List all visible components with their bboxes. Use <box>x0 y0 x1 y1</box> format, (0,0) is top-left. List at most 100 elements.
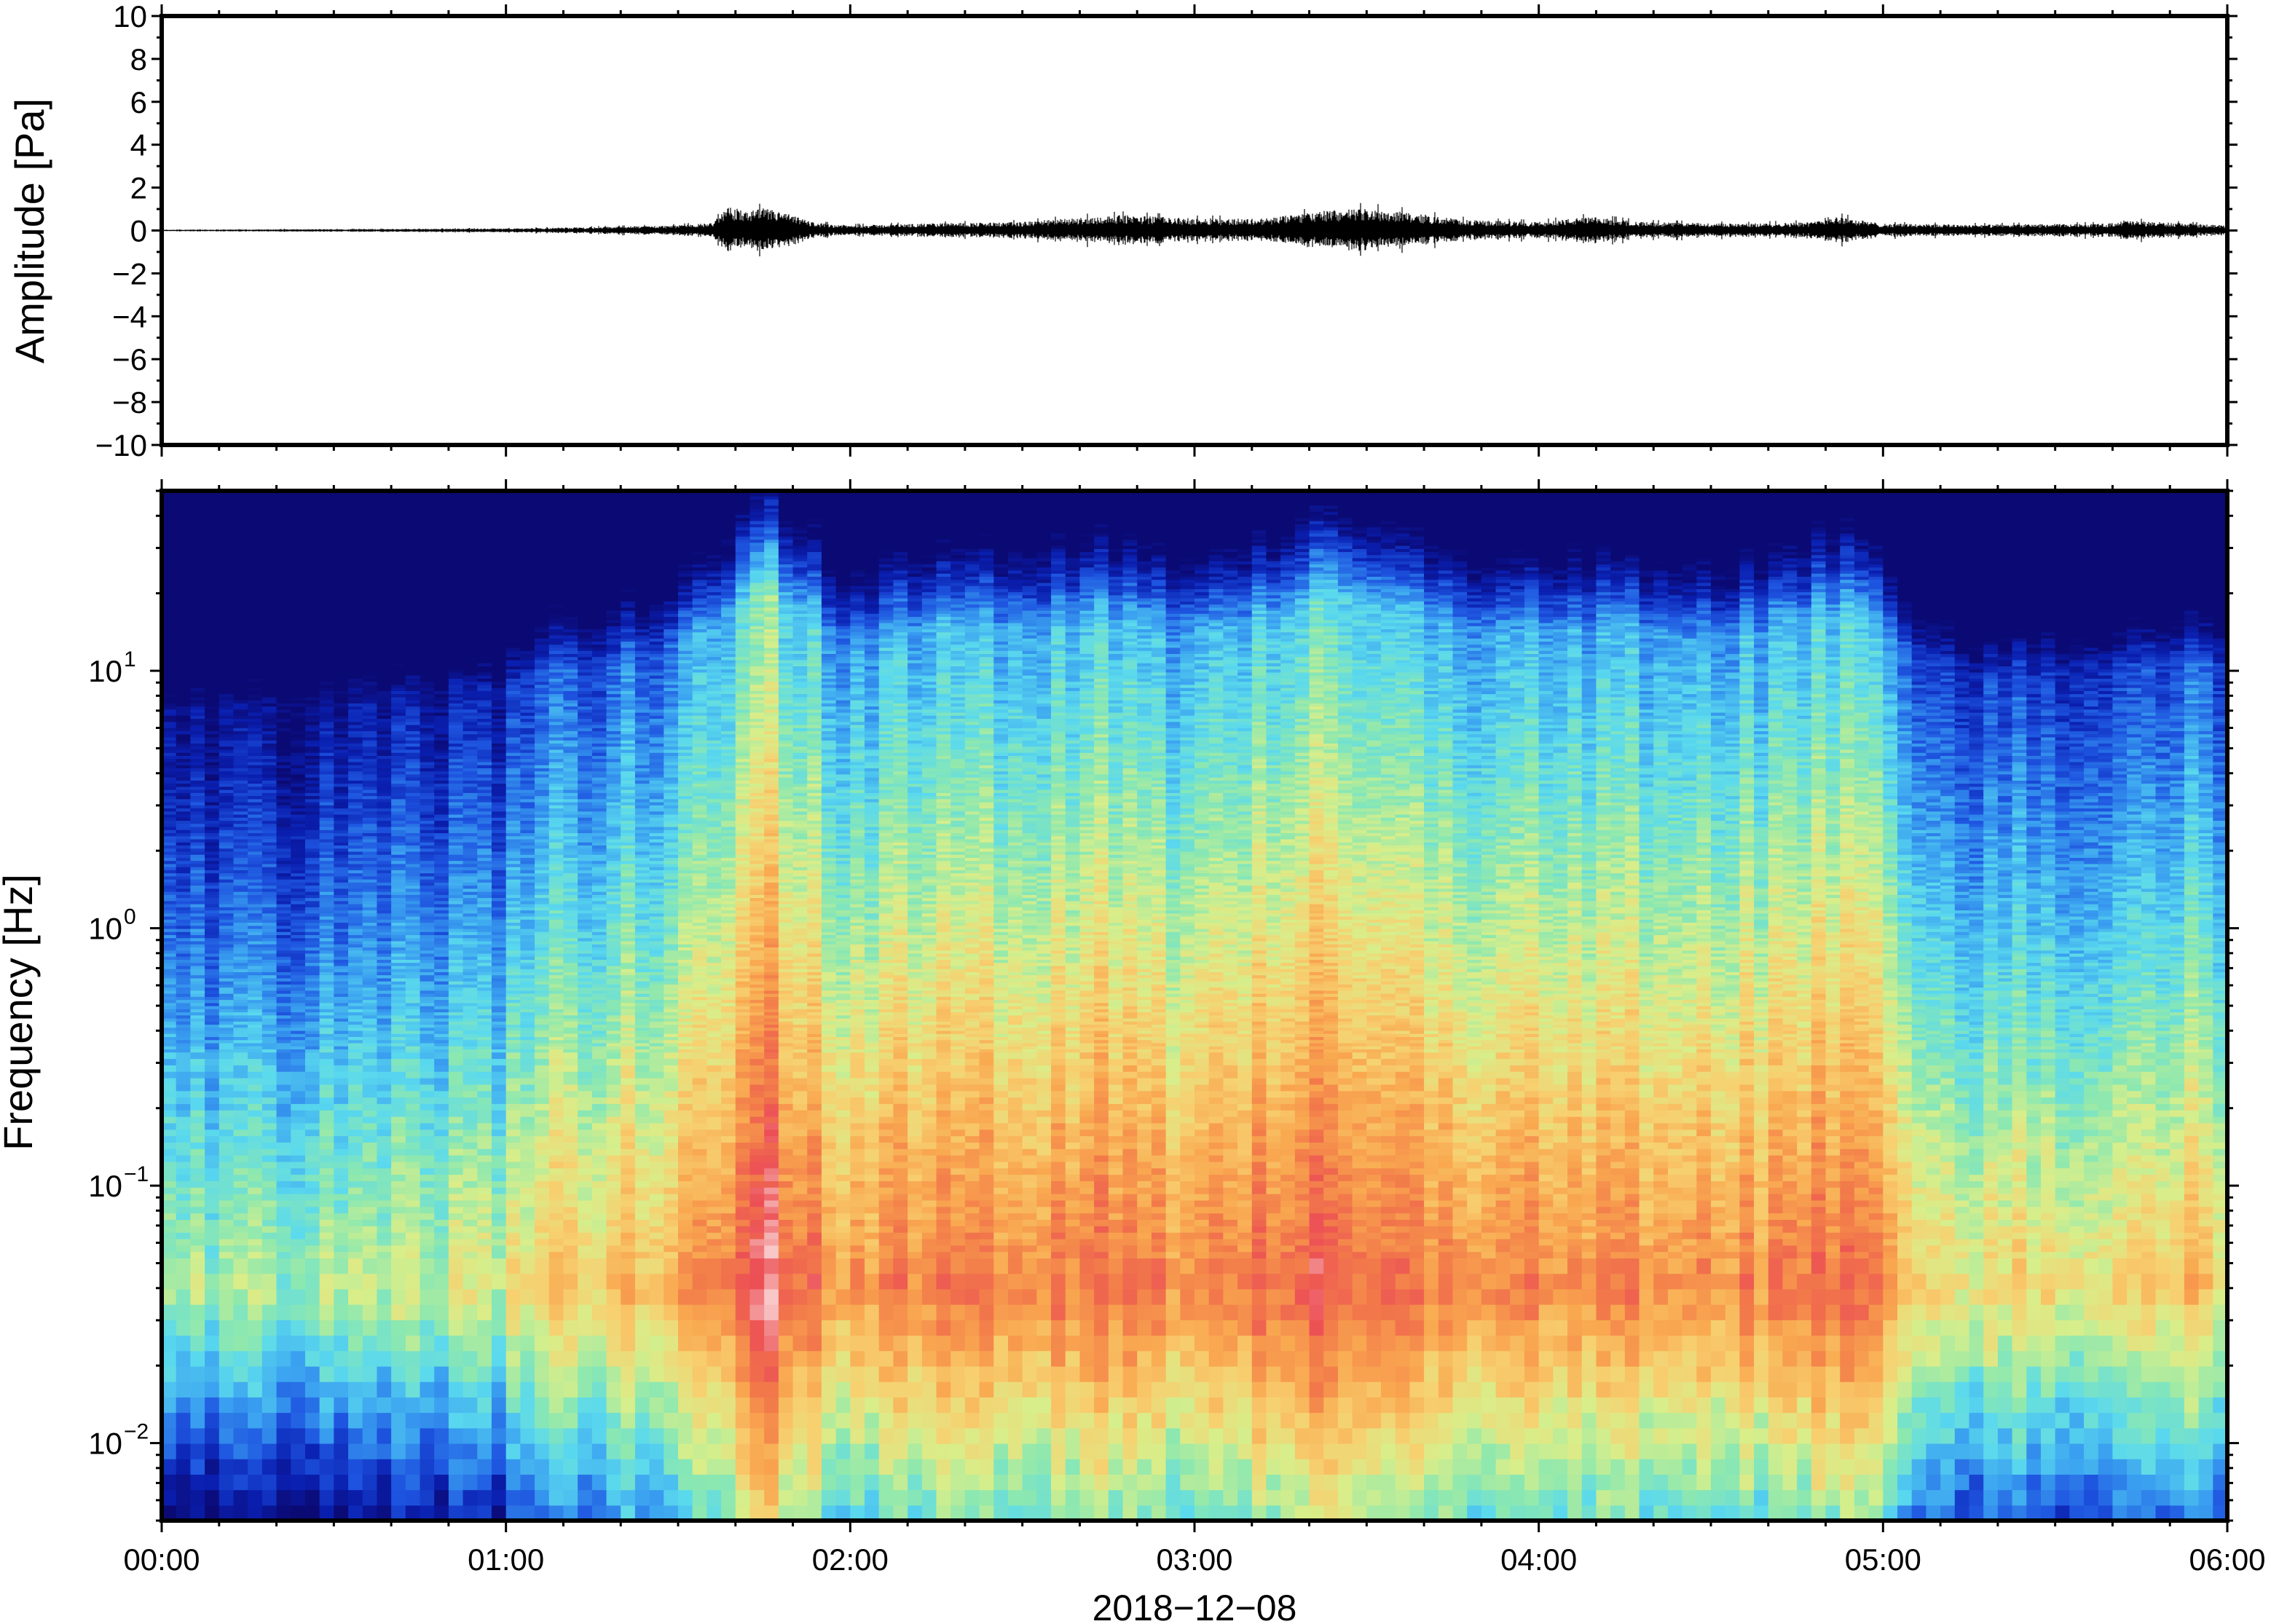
spectrogram-cell <box>420 1219 435 1226</box>
spectrogram-cell <box>420 1289 435 1305</box>
spectrogram-cell <box>233 1091 248 1097</box>
spectrogram-cell <box>291 524 305 527</box>
spectrogram-cell <box>277 743 291 746</box>
spectrogram-cell <box>334 1142 348 1148</box>
spectrogram-cell <box>291 777 305 781</box>
spectrogram-cell <box>277 551 291 555</box>
spectrogram-cell <box>449 548 463 552</box>
spectrogram-cell <box>190 894 205 898</box>
spectrogram-cell <box>305 1136 320 1143</box>
spectrogram-cell <box>434 586 449 589</box>
spectrogram-cell <box>334 694 348 698</box>
spectrogram-cell <box>305 635 320 639</box>
spectrogram-cell <box>190 672 205 676</box>
spectrogram-cell <box>248 1252 262 1258</box>
spectrogram-cell <box>391 527 406 530</box>
spectrogram-cell <box>233 975 248 979</box>
spectrogram-cell <box>233 1274 248 1290</box>
spectrogram-cell <box>348 780 363 784</box>
spectrogram-cell <box>363 1049 377 1052</box>
spectrogram-cell <box>291 993 305 997</box>
spectrogram-cell <box>291 499 305 502</box>
spectrogram-cell <box>205 1226 219 1232</box>
spectrogram-cell <box>406 1258 420 1274</box>
spectrogram-cell <box>233 666 248 669</box>
spectrogram-cell <box>348 1116 363 1123</box>
spectrogram-cell <box>305 1258 320 1274</box>
spectrogram-cell <box>219 916 234 920</box>
spectrogram-cell <box>233 678 248 682</box>
spectrogram-cell <box>190 984 205 988</box>
spectrogram-cell <box>205 959 219 963</box>
spectrogram-cell <box>334 1006 348 1009</box>
spectrogram-cell <box>348 626 363 629</box>
spectrogram-cell <box>262 867 277 870</box>
spectrogram-cell <box>176 929 191 932</box>
spectrogram-cell <box>277 1200 291 1207</box>
spectrogram-cell <box>176 1187 191 1194</box>
spectrogram-cell <box>391 963 406 966</box>
spectrogram-cell <box>363 1490 377 1506</box>
spectrogram-cell <box>406 944 420 947</box>
spectrogram-cell <box>391 971 406 975</box>
spectrogram-cell <box>334 1200 348 1207</box>
spectrogram-cell <box>334 1366 348 1382</box>
spectrogram-cell <box>205 561 219 564</box>
spectrogram-cell <box>334 511 348 515</box>
spectrogram-cell <box>176 1459 191 1475</box>
spectrogram-cell <box>377 975 391 979</box>
spectrogram-cell <box>277 718 291 722</box>
spectrogram-cell <box>205 1187 219 1194</box>
spectrogram-cell <box>434 682 449 685</box>
spectrogram-cell <box>406 1335 420 1351</box>
spectrogram-cell <box>190 650 205 654</box>
spectrogram-cell <box>233 1335 248 1351</box>
spectrogram-cell <box>377 755 391 759</box>
spectrogram-cell <box>190 682 205 685</box>
spectrogram-cell <box>190 694 205 698</box>
spectrogram-cell <box>277 518 291 521</box>
spectrogram-cell <box>248 1168 262 1175</box>
spectrogram-cell <box>233 518 248 521</box>
spectrogram-cell <box>248 1006 262 1009</box>
spectrogram-cell <box>291 752 305 756</box>
spectrogram-cell <box>190 548 205 552</box>
spectrogram-cell <box>420 1136 435 1143</box>
spectrogram-cell <box>190 780 205 784</box>
spectrogram-cell <box>162 1180 176 1187</box>
spectrogram-cell <box>277 635 291 639</box>
spectrogram-cell <box>391 730 406 734</box>
spectrogram-cell <box>391 524 406 527</box>
spectrogram-cell <box>277 690 291 694</box>
spectrogram-cell <box>277 1289 291 1305</box>
spectrogram-cell <box>363 886 377 889</box>
spectrogram-cell <box>420 981 435 985</box>
spectrogram-cell <box>248 759 262 762</box>
spectrogram-cell <box>262 1000 277 1004</box>
spectrogram-cell <box>277 626 291 629</box>
spectrogram-cell <box>233 759 248 762</box>
spectrogram-cell <box>305 755 320 759</box>
spectrogram-cell <box>434 774 449 778</box>
spectrogram-cell <box>434 870 449 873</box>
spectrogram-cell <box>248 947 262 950</box>
spectrogram-cell <box>377 746 391 750</box>
spectrogram-cell <box>291 543 305 546</box>
spectrogram-cell <box>391 650 406 654</box>
spectrogram-cell <box>205 1024 219 1028</box>
spectrogram-cell <box>176 888 191 892</box>
spectrogram-cell <box>420 586 435 589</box>
spectrogram-cell <box>219 842 234 845</box>
spectrogram-cell <box>305 913 320 917</box>
spectrogram-cell <box>277 675 291 679</box>
spectrogram-cell <box>219 638 234 642</box>
spectrogram-cell <box>406 824 420 827</box>
spectrogram-cell <box>277 1033 291 1037</box>
spectrogram-cell <box>420 607 435 611</box>
spectrogram-cell <box>262 842 277 845</box>
spectrogram-cell <box>190 796 205 800</box>
spectrogram-cell <box>449 1490 463 1506</box>
spectrogram-cell <box>176 891 191 895</box>
spectrogram-cell <box>305 543 320 546</box>
spectrogram-cell <box>248 845 262 848</box>
